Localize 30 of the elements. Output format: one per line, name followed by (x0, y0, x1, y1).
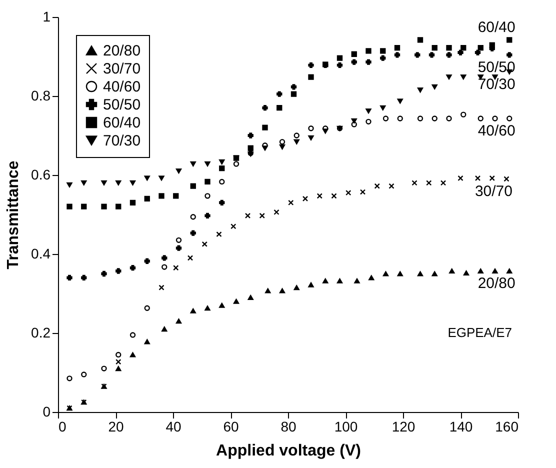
x-axis-title: Applied voltage (V) (216, 442, 361, 460)
y-tick-label: 0 (42, 404, 51, 420)
text: 50/50 (478, 58, 516, 76)
legend-label: 50/50 (103, 96, 141, 114)
y-tick-label: 0.6 (31, 166, 51, 182)
text: 40/60 (478, 122, 516, 140)
x-tick-label: 80 (280, 418, 296, 434)
x-tick-label: 120 (392, 418, 416, 434)
legend-label: 70/30 (103, 132, 141, 150)
y-tick-label: 0.2 (31, 324, 51, 340)
y-tick-label: 0.4 (31, 246, 51, 262)
legend-label: 40/60 (103, 78, 141, 96)
x-tick-label: 0 (58, 418, 66, 434)
text: 30/70 (474, 182, 512, 200)
x-tick-label: 160 (495, 418, 519, 434)
x-tick-label: 60 (223, 418, 239, 434)
text: 60/40 (478, 18, 516, 36)
annotation: EGPEA/E7 (448, 325, 512, 340)
legend-label: 60/40 (103, 114, 141, 132)
y-tick-label: 1 (42, 8, 51, 24)
x-tick-label: 100 (334, 418, 358, 434)
legend-label: 30/70 (103, 60, 141, 78)
text: 20/80 (478, 274, 516, 292)
x-tick-label: 20 (108, 418, 124, 434)
text: 70/30 (478, 76, 516, 93)
legend-label: 20/80 (103, 42, 141, 60)
y-tick-label: 0.8 (31, 88, 51, 104)
y-axis-title: Transmittance (5, 160, 22, 270)
x-tick-label: 140 (449, 418, 473, 434)
x-tick-label: 40 (166, 418, 182, 434)
